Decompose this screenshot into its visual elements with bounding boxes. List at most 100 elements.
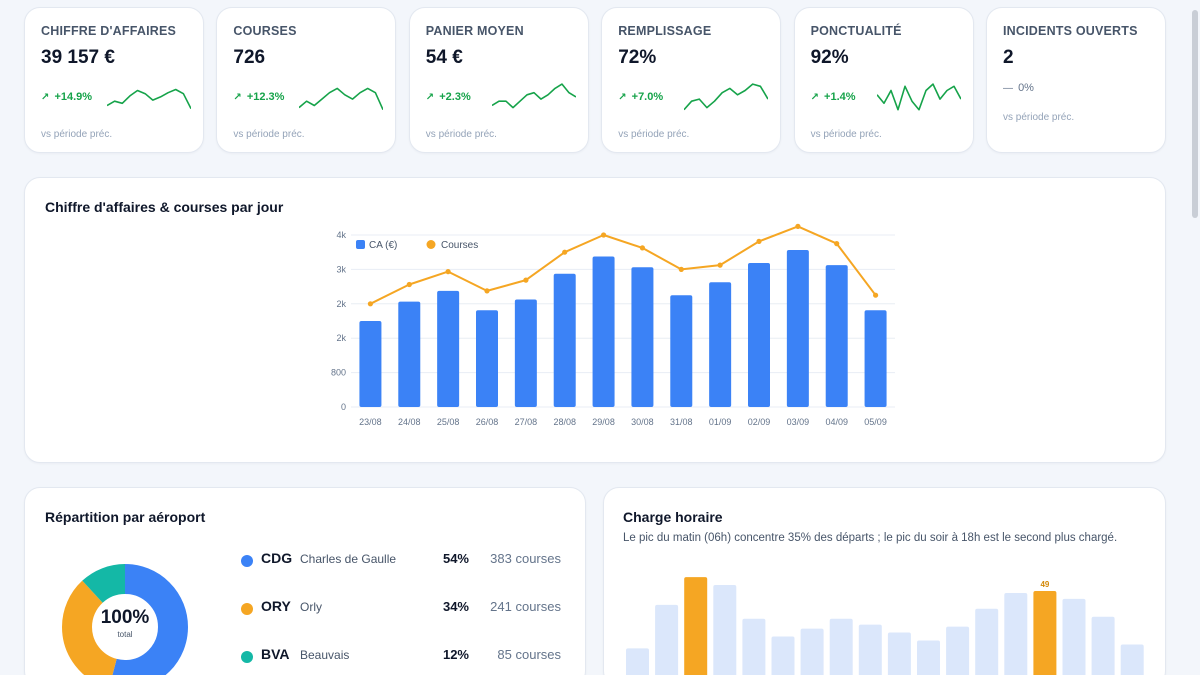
airport-row-bva[interactable]: BVA Beauvais 12% 85 courses — [241, 646, 561, 670]
hourly-bar[interactable] — [1120, 644, 1144, 675]
kpi-title: PONCTUALITÉ — [810, 24, 902, 38]
rides-point[interactable] — [678, 266, 684, 272]
legend-swatch-rides — [426, 240, 436, 249]
rides-point[interactable] — [601, 232, 607, 238]
kpi-title: CHIFFRE D'AFFAIRES — [41, 24, 177, 38]
airport-color-dot — [241, 555, 253, 567]
hourly-bar[interactable] — [858, 624, 882, 675]
rides-point[interactable] — [795, 223, 801, 229]
rides-line — [369, 225, 877, 305]
revenue-bar[interactable] — [709, 282, 732, 407]
x-tick-label: 23/08 — [359, 417, 382, 427]
rides-point[interactable] — [523, 277, 529, 283]
kpi-value: 54 € — [425, 47, 463, 68]
kpi-subtitle: vs période préc. — [810, 129, 882, 140]
sparkline-path — [107, 88, 191, 110]
y-tick-label: 3k — [336, 264, 346, 274]
revenue-bar[interactable] — [670, 295, 693, 407]
airport-name: Orly — [300, 600, 322, 614]
revenue-bar[interactable] — [359, 321, 382, 407]
revenue-bar[interactable] — [553, 273, 576, 407]
kpi-subtitle: vs période préc. — [1003, 112, 1075, 123]
x-tick-label: 31/08 — [670, 417, 693, 427]
rides-point[interactable] — [406, 281, 412, 288]
hourly-bar[interactable] — [742, 618, 766, 675]
hourly-bar[interactable] — [771, 636, 795, 675]
rides-point[interactable] — [717, 262, 723, 268]
revenue-bar[interactable] — [476, 310, 498, 407]
revenue-bar[interactable] — [748, 262, 770, 407]
x-tick-label: 04/09 — [825, 417, 848, 427]
kpi-sparkline — [684, 83, 769, 111]
rides-point[interactable] — [367, 301, 373, 307]
rides-point[interactable] — [873, 292, 879, 298]
revenue-bar[interactable] — [786, 250, 809, 407]
revenue-bar[interactable] — [864, 310, 887, 407]
rides-point[interactable] — [445, 269, 451, 275]
x-tick-label: 01/09 — [709, 417, 732, 427]
kpi-delta: ↗ +2.3% — [426, 91, 471, 103]
revenue-bar[interactable] — [437, 290, 460, 407]
hourly-bar[interactable] — [626, 648, 649, 675]
kpi-delta-value: +2.3% — [439, 91, 471, 103]
hourly-bar[interactable] — [829, 618, 853, 675]
airport-code: CDG — [261, 550, 293, 566]
airport-row-cdg[interactable]: CDG Charles de Gaulle 54% 383 courses — [241, 550, 561, 574]
kpi-card: REMPLISSAGE 72% ↗ +7.0% vs période préc. — [601, 7, 782, 153]
hourly-bar[interactable] — [1004, 592, 1028, 675]
airport-code: BVA — [261, 646, 290, 662]
sparkline-path — [491, 83, 576, 109]
kpi-value: 726 — [233, 47, 266, 68]
hourly-bar[interactable] — [946, 626, 970, 675]
sparkline-path — [876, 83, 961, 111]
hourly-bar[interactable] — [975, 608, 999, 675]
kpi-delta: ↗ +1.4% — [811, 91, 856, 103]
airport-row-ory[interactable]: ORY Orly 34% 241 courses — [241, 598, 561, 622]
airport-name: Beauvais — [300, 648, 350, 662]
kpi-sparkline — [491, 83, 576, 109]
page-scrollbar[interactable] — [1192, 10, 1198, 218]
kpi-subtitle: vs période préc. — [233, 129, 305, 140]
hourly-bar[interactable] — [1091, 616, 1115, 675]
revenue-bar[interactable] — [514, 299, 537, 408]
hourly-peak-bar[interactable] — [1033, 590, 1057, 675]
airport-count: 383 courses — [490, 551, 561, 566]
donut-slice-ory[interactable] — [62, 564, 188, 675]
revenue-bar[interactable] — [825, 265, 848, 407]
kpi-value: 2 — [1003, 47, 1014, 68]
rides-point[interactable] — [756, 238, 762, 244]
revenue-bar[interactable] — [398, 301, 421, 407]
legend-label-revenue[interactable]: CA (€) — [369, 240, 397, 251]
kpi-subtitle: vs période préc. — [425, 129, 497, 140]
sparkline-path — [299, 87, 384, 111]
hourly-peak-label: 49 — [1040, 580, 1049, 589]
hourly-bar[interactable] — [655, 604, 679, 675]
airport-donut-chart: 100% total — [62, 564, 188, 675]
hourly-bar[interactable] — [917, 640, 940, 675]
airport-name: Charles de Gaulle — [300, 552, 397, 566]
donut-slice-bva[interactable] — [62, 564, 188, 675]
rides-point[interactable] — [562, 249, 568, 255]
hourly-load-chart: 49 — [626, 577, 1144, 675]
revenue-bar[interactable] — [631, 267, 654, 407]
y-tick-label: 2k — [336, 333, 346, 343]
legend-label-rides[interactable]: Courses — [441, 240, 478, 251]
kpi-delta-value: +14.9% — [54, 91, 93, 103]
rides-point[interactable] — [834, 241, 840, 247]
revenue-bar[interactable] — [592, 256, 615, 408]
kpi-delta: ↗ +14.9% — [41, 91, 92, 103]
kpi-title: INCIDENTS OUVERTS — [1003, 24, 1138, 38]
rides-point[interactable] — [484, 288, 490, 294]
x-tick-label: 28/08 — [553, 417, 576, 427]
airport-color-dot — [241, 651, 253, 663]
hourly-bar[interactable] — [713, 585, 737, 675]
kpi-card: PONCTUALITÉ 92% ↗ +1.4% vs période préc. — [793, 7, 974, 153]
x-tick-label: 25/08 — [437, 417, 460, 427]
rides-point[interactable] — [639, 245, 646, 251]
kpi-value: 92% — [810, 47, 849, 68]
hourly-bar[interactable] — [800, 628, 824, 675]
hourly-peak-bar[interactable] — [684, 577, 708, 675]
trend-up-icon: ↗ — [425, 92, 435, 103]
hourly-bar[interactable] — [887, 632, 911, 675]
hourly-bar[interactable] — [1062, 598, 1086, 675]
